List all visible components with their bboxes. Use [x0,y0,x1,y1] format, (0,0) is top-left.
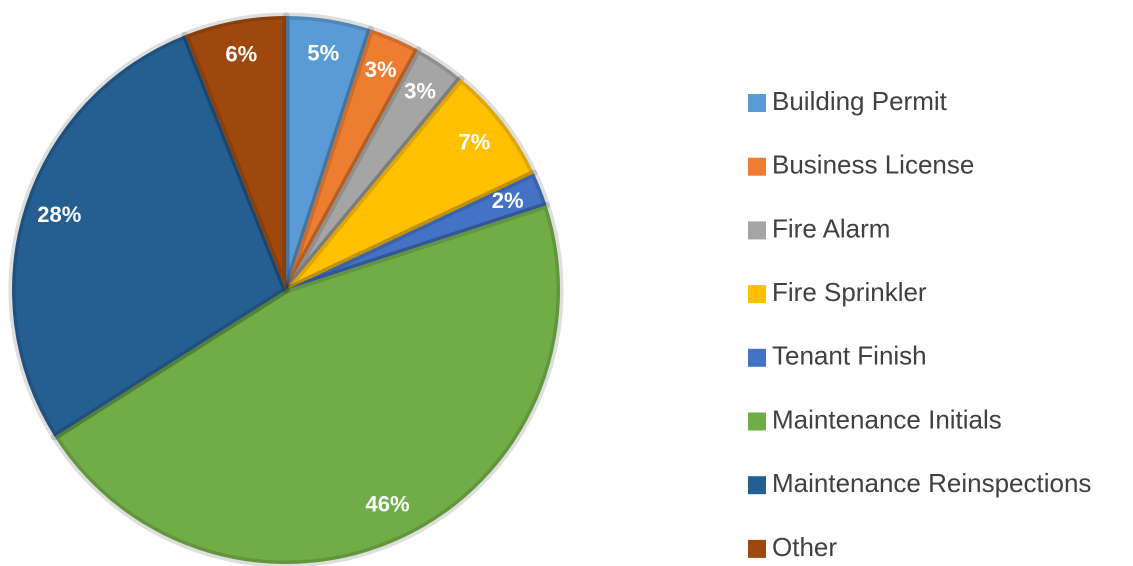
pie-slice [282,25,422,294]
legend-label: Other [772,532,837,562]
data-label: 3% [404,79,436,104]
pie-slice [282,169,551,294]
legend-swatch [748,94,766,112]
data-label: 28% [37,202,81,227]
legend-swatch [748,476,766,495]
legend-label: Maintenance Reinspections [772,468,1091,498]
data-label: 2% [492,188,524,213]
pie-slice [282,12,375,294]
legend-swatch [748,539,766,558]
legend-label: Building Permit [772,86,948,116]
data-label: 46% [365,492,409,517]
pie-slice [282,46,465,294]
legend-swatch [748,221,766,240]
data-label: 7% [458,130,490,155]
legend-swatch [748,157,766,176]
pie-slice [181,12,290,294]
data-label: 5% [307,40,339,65]
legend-label: Maintenance Initials [772,404,1002,434]
pie-slice [282,75,538,294]
legend-swatch [748,285,766,304]
legend-swatch [748,412,766,431]
legend-label: Fire Sprinkler [772,277,927,307]
legend-label: Tenant Finish [772,341,927,371]
legend-label: Business License [772,150,974,180]
data-label: 6% [225,42,257,67]
pie-slice [51,201,564,566]
data-label: 3% [365,57,397,82]
legend-label: Fire Alarm [772,213,890,243]
pie-slice [8,31,290,441]
legend-swatch [748,348,766,367]
